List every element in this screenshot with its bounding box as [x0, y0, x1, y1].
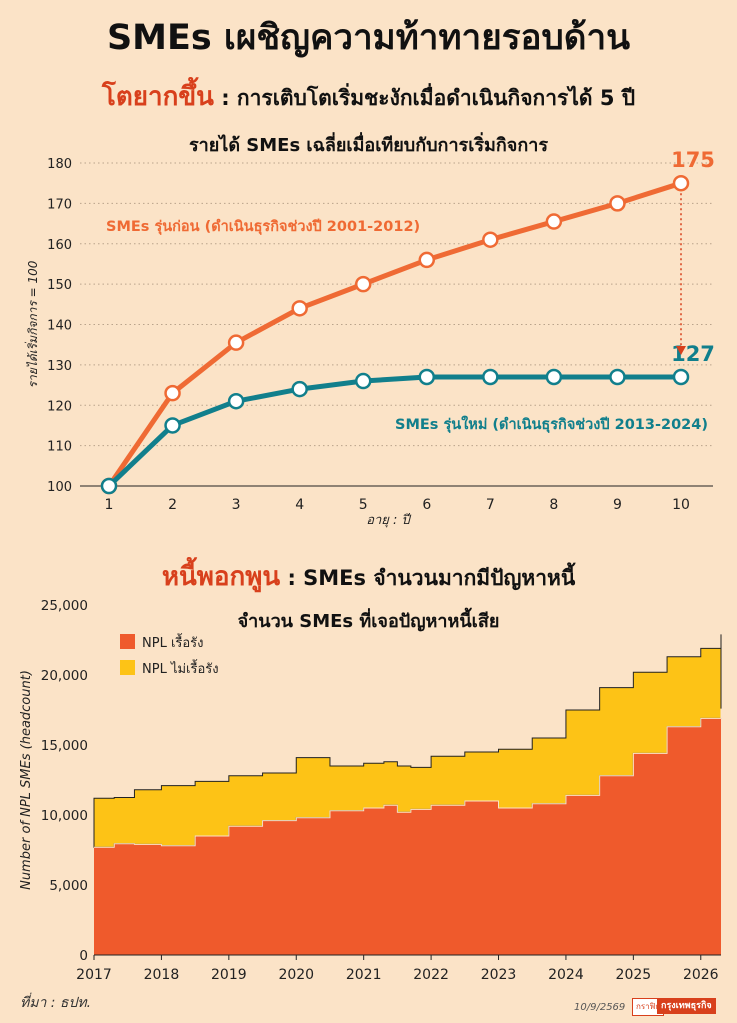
data-point: [227, 334, 245, 351]
section-accent-debt: หนี้พอกพูน: [161, 562, 281, 592]
x-tick-label: 2018: [144, 967, 180, 983]
x-tick-label: 1: [105, 497, 114, 513]
x-tick-label: 2022: [413, 967, 449, 983]
line-chart-annotations: SMEs รุ่นก่อน (ดำเนินธุรกิจช่วงปี 2001-2…: [106, 150, 715, 433]
y-tick-label: 5,000: [49, 878, 88, 894]
x-tick-label: 2020: [278, 967, 314, 983]
x-tick-label: 7: [486, 497, 495, 513]
x-tick-label: 2026: [683, 967, 719, 983]
y-tick-label: 100: [47, 480, 72, 495]
y-tick-label: 0: [79, 948, 88, 964]
x-axis-label: อายุ : ปี: [366, 512, 411, 528]
data-point: [418, 251, 436, 269]
area-chart: 0 5,000 10,000 15,000 20,000 25,000 Number of …: [19, 598, 722, 983]
area-series-npl-chronic: [94, 708, 721, 955]
page-title: SMEs เผชิญความท้าทายรอบด้าน: [106, 18, 631, 58]
y-axis-label: รายได้เริ่มกิจการ = 100: [24, 260, 40, 388]
series-line: [106, 180, 684, 489]
data-point: [354, 372, 372, 390]
x-tick-label: 5: [359, 497, 368, 513]
y-tick-label: 15,000: [41, 738, 88, 754]
x-tick-label: 2024: [548, 967, 584, 983]
data-point: [354, 275, 372, 293]
x-tick-label: 8: [549, 497, 558, 513]
line-chart-series: [100, 174, 690, 495]
area-boundary: [94, 708, 722, 848]
y-tick-label: 180: [47, 157, 72, 172]
y-tick-label: 120: [47, 399, 72, 414]
line-chart-grid: [80, 162, 713, 487]
data-point: [609, 368, 626, 386]
legend-label: NPL ไม่เรื้อรัง: [142, 659, 219, 677]
data-point: [672, 368, 690, 386]
y-axis-label: Number of NPL SMEs (headcount): [19, 670, 34, 890]
y-tick-label: 110: [47, 440, 72, 455]
x-tick-label: 2: [168, 497, 177, 513]
series-label: SMEs รุ่นก่อน (ดำเนินธุรกิจช่วงปี 2001-2…: [106, 218, 420, 235]
data-point: [164, 384, 181, 402]
data-point: [100, 477, 118, 495]
data-point: [418, 368, 436, 386]
data-point: [545, 213, 563, 230]
area-chart-title: จำนวน SMEs ที่เจอปัญหาหนี้เสีย: [237, 611, 500, 632]
publish-date: 10/9/2569: [574, 1002, 626, 1013]
y-tick-label: 160: [47, 238, 72, 253]
area-chart-x-ticks: 2017 2018 2019 2020 2021 2022 2023 2024 2025 2026: [76, 954, 721, 983]
line-chart: 100110120130140150160170180รายได้เริ่มกิ…: [24, 150, 715, 528]
data-point: [672, 174, 690, 192]
line-chart-y-ticks: 100 110 120 130 140 150 160 170 180 รายได้เริ่มกิ…: [24, 157, 72, 495]
area-chart-legend: NPL เรื้อรัง NPL ไม่เรื้อรัง: [120, 633, 219, 677]
source-note: ที่มา : ธปท.: [20, 995, 92, 1011]
x-tick-label: 2023: [481, 967, 517, 983]
x-tick-label: 3: [232, 497, 241, 513]
brand-logo: กรุงเทพธุรกิจ: [657, 998, 716, 1014]
legend-swatch: [120, 660, 135, 675]
x-tick-label: 10: [672, 497, 690, 513]
data-point: [291, 300, 308, 317]
x-tick-label: 2021: [346, 967, 382, 983]
data-point: [482, 231, 499, 248]
area-chart-y-ticks: 0 5,000 10,000 15,000 20,000 25,000 Number of …: [19, 598, 88, 964]
line-chart-title: รายได้ SMEs เฉลี่ยเมื่อเทียบกับการเริ่มก…: [188, 135, 549, 156]
series-label: SMEs รุ่นใหม่ (ดำเนินธุรกิจช่วงปี 2013-2…: [395, 415, 708, 433]
area-chart-areas: [93, 634, 722, 955]
data-point: [545, 368, 563, 386]
x-tick-label: 2019: [211, 967, 247, 983]
line-chart-x-ticks: 1 2 3 4 5 6 7 8 9 10 อายุ : ปี: [105, 497, 690, 528]
y-tick-label: 150: [47, 278, 72, 293]
legend-swatch: [120, 634, 135, 649]
section-text-debt: : SMEs จำนวนมากมีปัญหาหนี้: [280, 566, 576, 590]
end-value-label: 175: [671, 150, 715, 172]
y-tick-label: 20,000: [41, 668, 88, 684]
section-heading-debt: หนี้พอกพูน : SMEs จำนวนมากมีปัญหาหนี้: [0, 556, 737, 597]
section-accent-growth: โตยากขึ้น: [101, 82, 214, 112]
legend-label: NPL เรื้อรัง: [142, 633, 204, 651]
series-line: [106, 374, 684, 489]
y-tick-label: 130: [47, 359, 72, 374]
section-heading-growth: โตยากขึ้น : การเติบโตเริ่มชะงักเมื่อดำเน…: [0, 76, 737, 117]
section-text-growth: : การเติบโตเริ่มชะงักเมื่อดำเนินกิจการได…: [213, 86, 636, 110]
y-tick-label: 170: [47, 197, 72, 212]
data-point: [164, 417, 181, 434]
data-point: [291, 380, 308, 398]
x-tick-label: 6: [422, 497, 431, 513]
x-tick-label: 2017: [76, 967, 112, 983]
y-tick-label: 25,000: [41, 598, 88, 614]
x-tick-label: 2025: [616, 967, 652, 983]
x-tick-label: 9: [613, 497, 622, 513]
y-tick-label: 140: [47, 319, 72, 334]
y-tick-label: 10,000: [41, 808, 88, 824]
end-value-label: 127: [671, 342, 715, 366]
data-point: [227, 392, 245, 410]
x-tick-label: 4: [295, 497, 304, 513]
data-point: [482, 368, 499, 386]
data-point: [609, 195, 626, 212]
arrow-head: [676, 345, 686, 355]
